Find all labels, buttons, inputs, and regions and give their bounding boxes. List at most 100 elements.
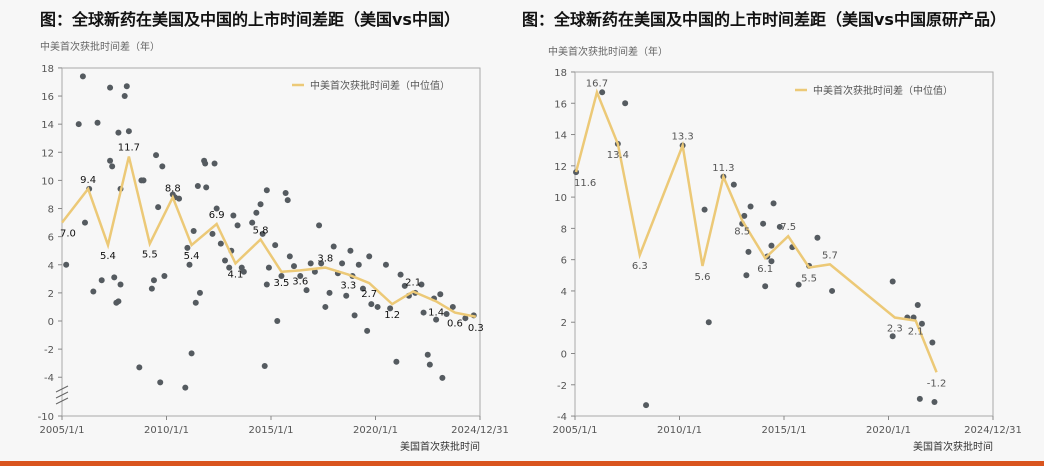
y-tick-label: 10	[554, 193, 567, 204]
y-tick-label: 16	[41, 92, 54, 103]
median-line	[574, 88, 938, 373]
y-tick-label: 2	[48, 289, 54, 300]
legend-label: 中美首次获批时间差（中位值）	[310, 79, 450, 92]
y-tick-label: 0	[48, 317, 54, 328]
scatter-point	[393, 358, 400, 365]
scatter-point	[94, 119, 101, 126]
median-data-label: 11.3	[712, 163, 734, 174]
scatter-point	[889, 333, 896, 340]
scatter-point	[307, 260, 314, 267]
scatter-point	[261, 362, 268, 369]
scatter-point	[426, 361, 433, 368]
scatter-point	[121, 93, 128, 100]
scatter-point	[364, 327, 371, 334]
chart-title-right: 图：全球新药在美国及中国的上市时间差距（美国vs中国原研产品）	[522, 10, 1006, 29]
y-tick-label: 4	[561, 287, 567, 298]
y-tick-label: -2	[557, 381, 567, 392]
scatter-point	[155, 204, 162, 211]
scatter-point	[286, 253, 293, 260]
x-tick-label: 2010/1/1	[657, 425, 702, 436]
median-data-label: 3.3	[340, 281, 356, 292]
scatter-point	[368, 301, 375, 308]
scatter-point	[741, 212, 748, 219]
scatter-point	[311, 268, 318, 275]
scatter-point	[420, 309, 427, 316]
median-data-label: 3.8	[317, 254, 333, 265]
x-tick-label: 2005/1/1	[553, 425, 598, 436]
scatter-point	[196, 289, 203, 296]
scatter-point	[776, 223, 783, 230]
median-data-label: 5.8	[253, 225, 269, 236]
x-tick-label: 2015/1/1	[762, 425, 807, 436]
median-data-label: 4.1	[228, 269, 244, 280]
axis-break-mark	[55, 397, 69, 405]
y-tick-label: 6	[561, 256, 567, 267]
scatter-point	[253, 209, 260, 216]
scatter-point	[274, 318, 281, 324]
scatter-point	[234, 222, 241, 229]
scatter-point	[249, 219, 256, 226]
scatter-point	[140, 177, 147, 184]
y-tick-label: 4	[48, 261, 54, 272]
median-data-label: -1.2	[927, 378, 947, 389]
scatter-point	[931, 398, 938, 405]
scatter-point	[188, 350, 195, 357]
scatter-point	[136, 364, 143, 371]
scatter-point	[814, 234, 821, 241]
scatter-point	[161, 273, 168, 280]
median-data-label: 7.5	[780, 222, 796, 233]
scatter-point	[747, 203, 754, 210]
median-data-label: 1.2	[384, 310, 400, 321]
y-axis-label: 中美首次获批时间差（年）	[40, 40, 160, 53]
scatter-point	[297, 273, 304, 280]
scatter-point	[770, 200, 777, 207]
scatter-point	[462, 315, 469, 322]
scatter-point	[343, 292, 350, 299]
scatter-point	[176, 195, 183, 202]
median-data-label: 11.6	[574, 178, 596, 189]
y-tick-label: 8	[48, 205, 54, 216]
scatter-point	[240, 268, 247, 275]
scatter-point	[263, 281, 270, 288]
y-axis-label: 中美首次获批时间差（年）	[548, 45, 668, 58]
scatter-point	[929, 339, 936, 346]
y-tick-label: 8	[561, 224, 567, 235]
scatter-point	[284, 197, 291, 204]
scatter-point	[107, 157, 114, 164]
scatter-point	[81, 219, 88, 226]
scatter-point	[449, 303, 456, 310]
scatter-point	[115, 129, 122, 136]
median-data-label: 0.3	[468, 323, 484, 334]
legend-label: 中美首次获批时间差（中位值）	[813, 84, 953, 97]
scatter-point	[282, 190, 289, 197]
scatter-point	[203, 184, 210, 191]
scatter-point	[123, 83, 130, 90]
axis-break-mark	[55, 391, 69, 399]
x-tick-label: 2020/1/1	[353, 425, 398, 436]
y-tick-label: 12	[554, 162, 567, 173]
median-data-label: 5.7	[822, 250, 838, 261]
median-data-label: 2.7	[361, 289, 377, 300]
y-tick-label: 2	[561, 318, 567, 329]
median-data-label: 0.6	[447, 319, 463, 330]
scatter-point	[182, 384, 189, 391]
y-tick-label: 12	[41, 148, 54, 159]
median-line	[61, 156, 477, 319]
y-tick-label: -2	[44, 345, 54, 356]
median-data-label: 8.8	[165, 183, 181, 194]
y-tick-label: -4	[44, 373, 54, 384]
scatter-point	[366, 253, 373, 260]
scatter-point	[397, 271, 404, 278]
scatter-point	[98, 277, 105, 284]
scatter-point	[437, 291, 444, 298]
median-data-label: 6.1	[757, 264, 773, 275]
scatter-point	[222, 257, 229, 264]
median-data-label: 5.5	[801, 273, 817, 284]
scatter-point	[257, 201, 264, 208]
scatter-point	[768, 242, 775, 249]
scatter-point	[117, 281, 124, 288]
scatter-point	[339, 260, 346, 267]
scatter-point	[918, 320, 925, 327]
y-tick-label: 18	[554, 68, 567, 79]
